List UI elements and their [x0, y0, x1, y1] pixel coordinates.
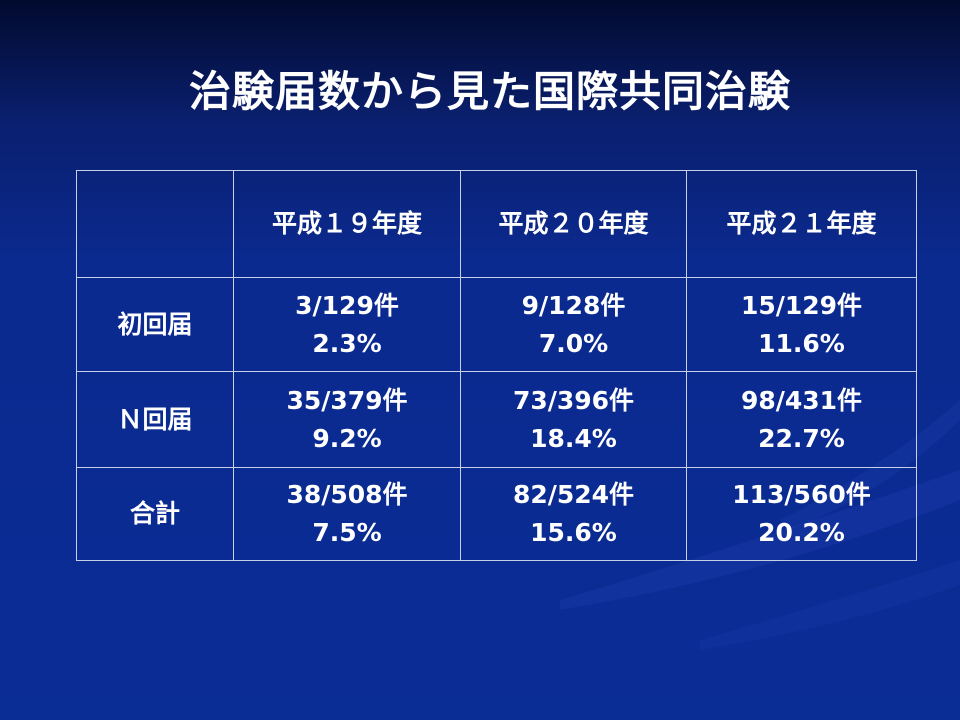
data-cell: 38/508件 7.5% — [233, 467, 461, 561]
data-cell: 113/560件 20.2% — [686, 467, 917, 561]
row-label: 合計 — [76, 467, 234, 561]
percent-value: 2.3% — [312, 328, 382, 358]
table-row: 合計 38/508件 7.5% 82/524件 15.6% 113/560件 2… — [76, 467, 917, 561]
percent-value: 15.6% — [530, 518, 617, 547]
table-row: Ｎ回届 35/379件 9.2% 73/396件 18.4% 98/431件 2… — [76, 371, 917, 468]
count-value: 113/560件 — [732, 480, 871, 509]
row-label: Ｎ回届 — [76, 371, 234, 468]
data-table: 平成１９年度 平成２０年度 平成２１年度 初回届 3/129件 2.3% 9/1… — [76, 170, 917, 561]
count-value: 73/396件 — [512, 385, 635, 415]
row-label: 初回届 — [76, 277, 234, 372]
percent-value: 11.6% — [758, 328, 845, 358]
header-h19: 平成１９年度 — [233, 170, 461, 278]
count-value: 35/379件 — [286, 385, 408, 415]
data-cell: 35/379件 9.2% — [233, 371, 461, 468]
header-h20: 平成２０年度 — [460, 170, 687, 278]
percent-value: 7.5% — [312, 518, 382, 547]
count-value: 38/508件 — [286, 480, 408, 509]
data-cell: 98/431件 22.7% — [686, 371, 917, 468]
corner-cell — [76, 170, 234, 278]
percent-value: 7.0% — [538, 328, 609, 358]
table-header-row: 平成１９年度 平成２０年度 平成２１年度 — [76, 170, 917, 278]
count-value: 9/128件 — [521, 290, 626, 320]
table-row: 初回届 3/129件 2.3% 9/128件 7.0% 15/129件 11.6… — [76, 277, 917, 372]
percent-value: 18.4% — [530, 423, 617, 453]
data-cell: 15/129件 11.6% — [686, 277, 917, 372]
count-value: 98/431件 — [740, 385, 863, 415]
percent-value: 20.2% — [758, 518, 845, 547]
percent-value: 9.2% — [312, 423, 382, 453]
count-value: 82/524件 — [512, 480, 635, 509]
data-cell: 73/396件 18.4% — [460, 371, 687, 468]
count-value: 15/129件 — [740, 290, 863, 320]
count-value: 3/129件 — [295, 290, 399, 320]
header-h21: 平成２１年度 — [686, 170, 917, 278]
data-cell: 3/129件 2.3% — [233, 277, 461, 372]
data-cell: 9/128件 7.0% — [460, 277, 687, 372]
slide-title: 治験届数から見た国際共同治験 — [188, 67, 791, 116]
data-cell: 82/524件 15.6% — [460, 467, 687, 561]
percent-value: 22.7% — [758, 423, 845, 453]
